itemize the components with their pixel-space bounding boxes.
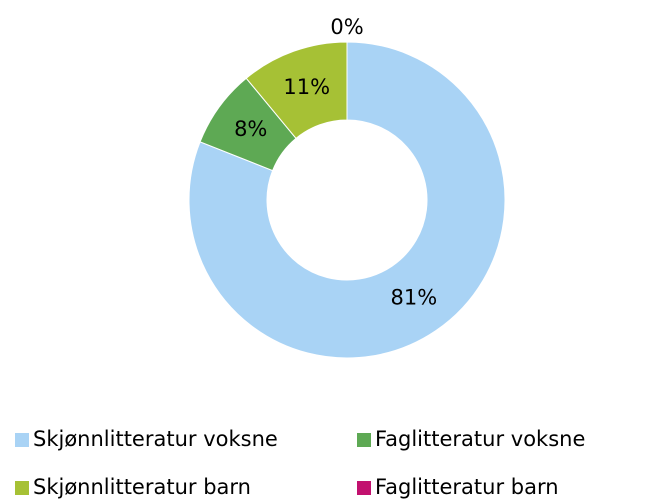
legend-swatch: [15, 481, 29, 495]
legend-label: Faglitteratur voksne: [375, 427, 585, 451]
pie-slice: [188, 41, 506, 359]
legend-swatch: [15, 433, 29, 447]
data-label: 8%: [234, 117, 267, 141]
data-label: 0%: [330, 15, 363, 39]
data-label: 81%: [391, 285, 438, 309]
legend-swatch: [357, 481, 371, 495]
data-label: 11%: [283, 75, 330, 99]
legend-label: Faglitteratur barn: [375, 475, 559, 499]
legend-label: Skjønnlitteratur voksne: [33, 427, 278, 451]
legend-swatch: [357, 433, 371, 447]
legend-label: Skjønnlitteratur barn: [33, 475, 251, 499]
